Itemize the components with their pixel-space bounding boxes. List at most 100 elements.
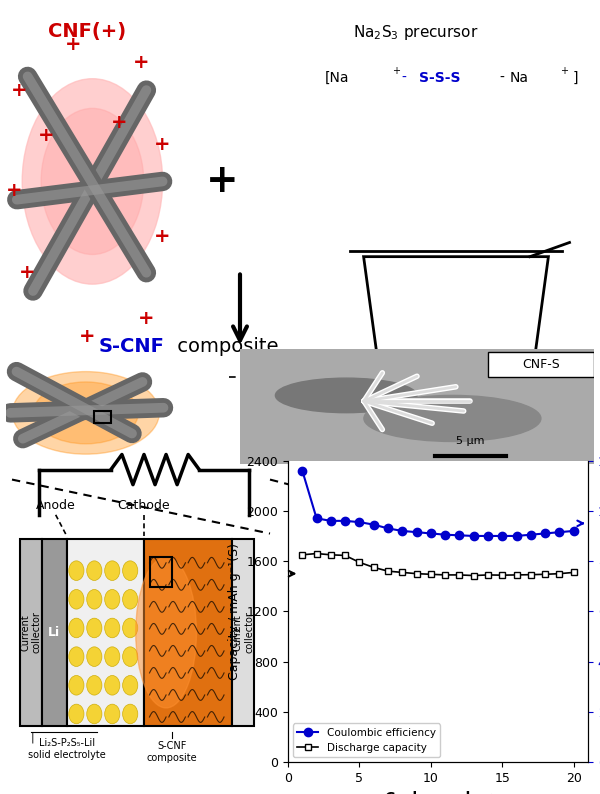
Ellipse shape	[122, 704, 138, 724]
Text: Na$_2$S$_3$ precursor: Na$_2$S$_3$ precursor	[353, 22, 478, 41]
Ellipse shape	[104, 619, 120, 638]
Discharge capacity	[341, 551, 349, 561]
Discharge capacity	[327, 550, 334, 560]
Text: composite: composite	[170, 337, 278, 356]
Text: Na: Na	[443, 376, 456, 385]
Text: +: +	[560, 67, 568, 76]
Text: ⁺-S-S-S-Na⁺: ⁺-S-S-S-Na⁺	[456, 376, 512, 385]
Ellipse shape	[69, 619, 84, 638]
Y-axis label: Capacity / mAh g⁻¹(S): Capacity / mAh g⁻¹(S)	[228, 543, 241, 680]
Ellipse shape	[69, 647, 84, 666]
Discharge capacity	[499, 570, 506, 580]
Discharge capacity	[385, 566, 392, 576]
Ellipse shape	[87, 676, 102, 695]
Ellipse shape	[122, 676, 138, 695]
Text: CNF(+): CNF(+)	[48, 21, 126, 40]
Coulombic efficiency	[413, 527, 420, 537]
FancyBboxPatch shape	[332, 388, 580, 429]
Coulombic efficiency	[356, 518, 363, 527]
Coulombic efficiency	[542, 529, 549, 538]
Coulombic efficiency	[499, 531, 506, 541]
Coulombic efficiency	[327, 516, 334, 526]
Coulombic efficiency	[484, 531, 491, 541]
Ellipse shape	[87, 561, 102, 580]
Coulombic efficiency	[341, 516, 349, 526]
Text: S-CNF: S-CNF	[99, 337, 165, 356]
Ellipse shape	[69, 589, 84, 609]
Ellipse shape	[12, 372, 160, 454]
Coulombic efficiency	[385, 524, 392, 534]
Ellipse shape	[69, 561, 84, 580]
Discharge capacity	[313, 549, 320, 558]
Text: CNF-S: CNF-S	[522, 358, 560, 371]
Text: +: +	[392, 67, 400, 76]
Bar	[67, 539, 144, 726]
Ellipse shape	[104, 561, 120, 580]
Ellipse shape	[69, 704, 84, 724]
Text: +: +	[65, 35, 82, 54]
Ellipse shape	[104, 589, 120, 609]
Coulombic efficiency	[370, 520, 377, 530]
Bar	[149, 557, 172, 588]
Bar	[232, 539, 254, 726]
Discharge capacity	[427, 569, 434, 579]
Text: S-CNF
composite: S-CNF composite	[146, 741, 197, 763]
Bar	[20, 539, 42, 726]
Ellipse shape	[122, 561, 138, 580]
Ellipse shape	[22, 79, 163, 284]
Coulombic efficiency	[398, 526, 406, 536]
Text: +: +	[133, 53, 149, 72]
Ellipse shape	[122, 647, 138, 666]
Text: 5 μm: 5 μm	[456, 436, 484, 446]
Text: [Na: [Na	[325, 71, 349, 85]
Text: +: +	[154, 136, 171, 154]
Text: +: +	[11, 81, 28, 99]
Line: Discharge capacity: Discharge capacity	[299, 550, 577, 579]
Discharge capacity	[413, 569, 420, 578]
Coulombic efficiency	[313, 514, 320, 523]
Text: +: +	[111, 113, 128, 132]
Text: Current
collector: Current collector	[20, 611, 41, 653]
Ellipse shape	[87, 589, 102, 609]
Text: +: +	[154, 227, 171, 245]
Polygon shape	[382, 358, 530, 392]
Discharge capacity	[442, 570, 449, 580]
Ellipse shape	[104, 676, 120, 695]
Discharge capacity	[470, 571, 478, 580]
Legend: Coulombic efficiency, Discharge capacity: Coulombic efficiency, Discharge capacity	[293, 723, 440, 757]
Coulombic efficiency	[442, 530, 449, 539]
Text: +: +	[6, 181, 22, 200]
Discharge capacity	[570, 568, 577, 577]
Ellipse shape	[69, 676, 84, 695]
Text: +: +	[79, 327, 95, 346]
Text: Anode: Anode	[36, 499, 76, 512]
Ellipse shape	[87, 619, 102, 638]
Text: Li: Li	[48, 626, 61, 639]
Bar	[42, 539, 67, 726]
Ellipse shape	[122, 589, 138, 609]
Text: +: +	[38, 126, 55, 145]
Discharge capacity	[398, 568, 406, 577]
Discharge capacity	[556, 569, 563, 578]
Ellipse shape	[87, 704, 102, 724]
Line: Coulombic efficiency: Coulombic efficiency	[298, 466, 578, 540]
Text: |: |	[31, 732, 34, 742]
Coulombic efficiency	[299, 466, 306, 476]
Text: -: -	[499, 71, 504, 85]
Ellipse shape	[41, 109, 144, 255]
Discharge capacity	[456, 570, 463, 580]
Ellipse shape	[364, 395, 541, 441]
Ellipse shape	[122, 619, 138, 638]
Discharge capacity	[542, 569, 549, 579]
Discharge capacity	[484, 570, 491, 580]
Coulombic efficiency	[527, 530, 535, 539]
Coulombic efficiency	[470, 531, 478, 541]
Text: -: -	[402, 71, 407, 85]
Bar	[94, 410, 111, 423]
Ellipse shape	[87, 647, 102, 666]
FancyBboxPatch shape	[488, 352, 594, 377]
Discharge capacity	[527, 570, 535, 580]
Text: +: +	[19, 264, 36, 282]
Coulombic efficiency	[456, 530, 463, 540]
Ellipse shape	[104, 647, 120, 666]
